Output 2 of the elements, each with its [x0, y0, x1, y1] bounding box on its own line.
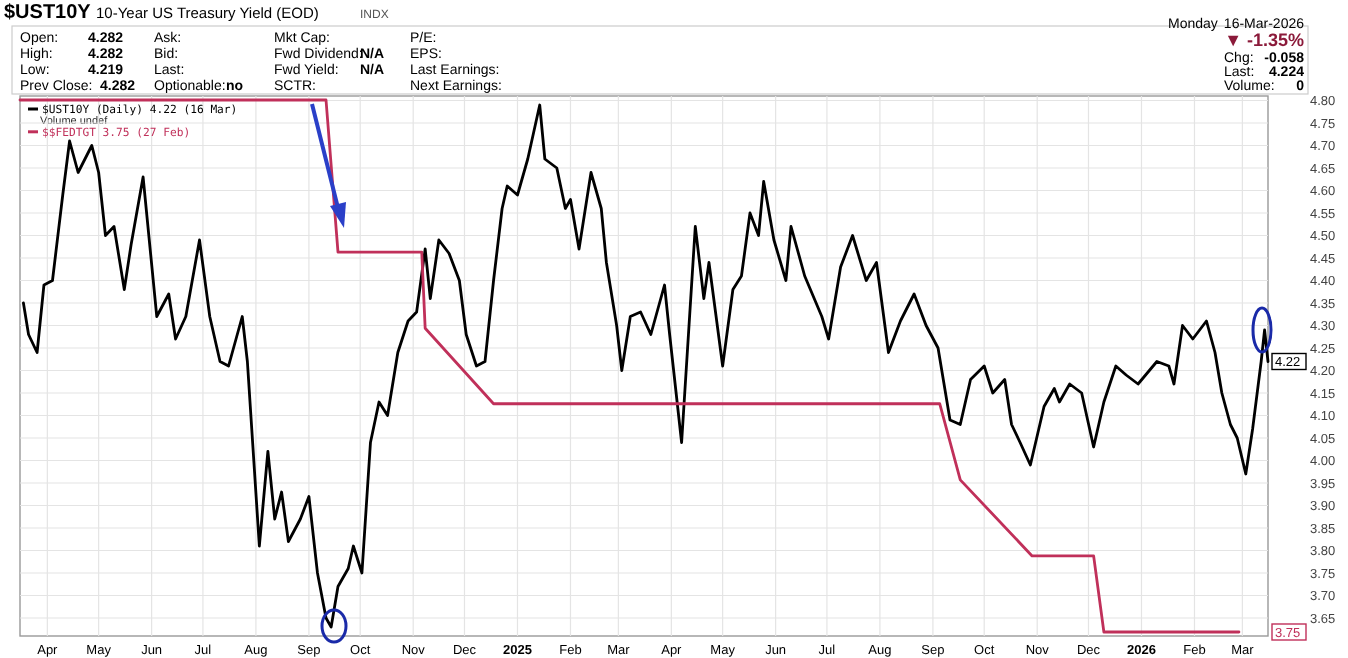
chart-title: $UST10Y — [4, 2, 92, 24]
text: ▼ -1.35% — [1224, 30, 1304, 50]
